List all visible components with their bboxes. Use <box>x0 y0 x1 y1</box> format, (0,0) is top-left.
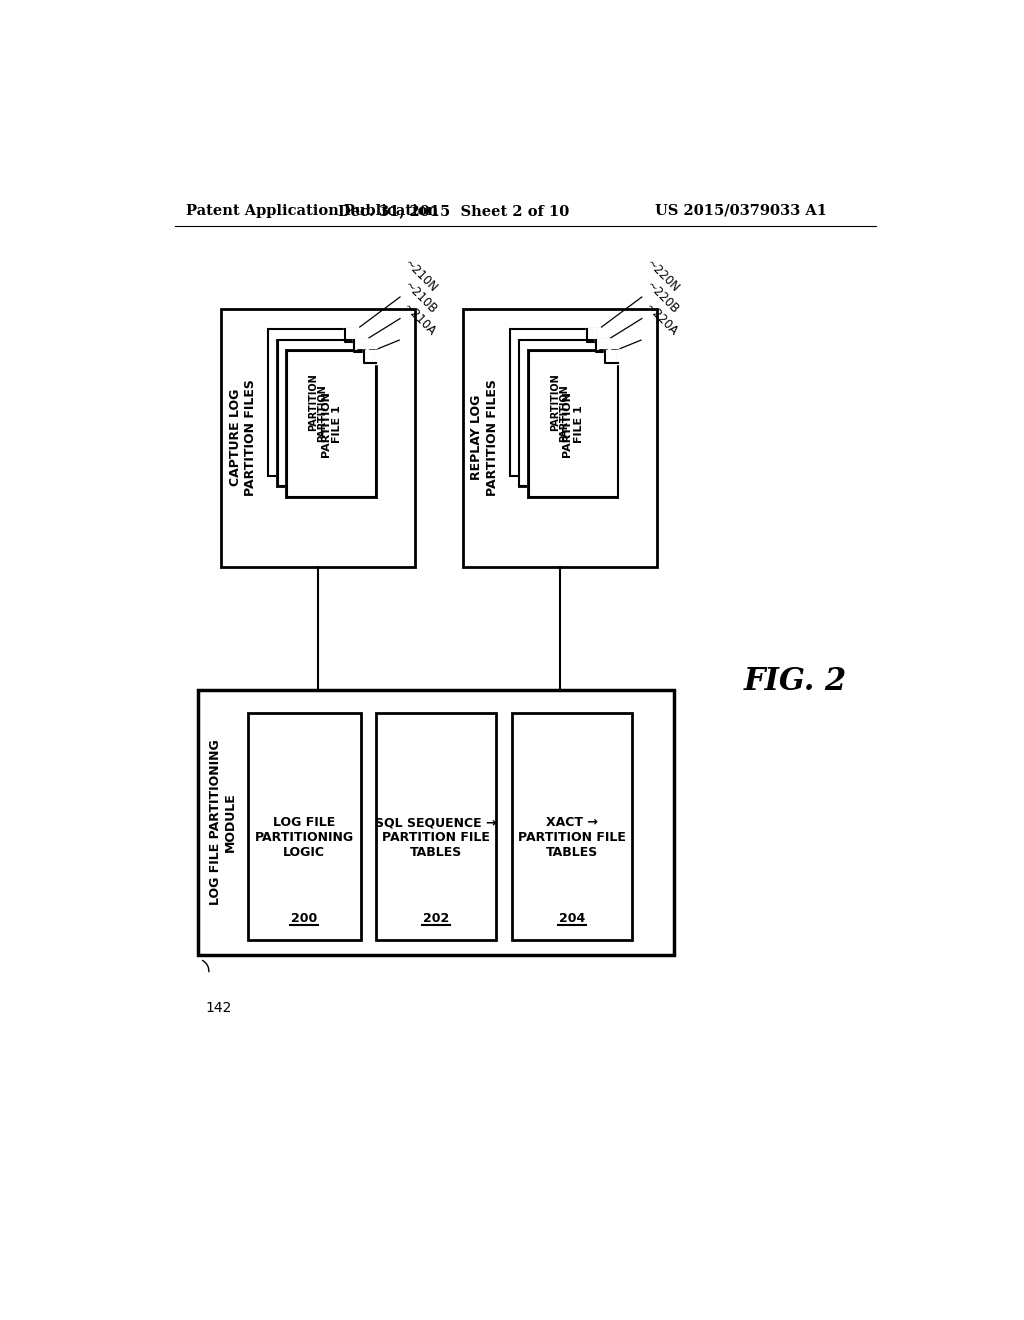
Bar <box>221 309 415 566</box>
Text: ~220N: ~220N <box>643 257 682 296</box>
Polygon shape <box>605 351 617 363</box>
Text: PARTITION: PARTITION <box>308 374 317 432</box>
Text: LOG FILE
PARTITIONING
LOGIC: LOG FILE PARTITIONING LOGIC <box>255 817 354 859</box>
Text: 200: 200 <box>291 912 317 925</box>
Polygon shape <box>596 341 608 352</box>
Bar <box>266 327 359 478</box>
Polygon shape <box>364 351 376 363</box>
Text: 202: 202 <box>423 912 450 925</box>
Bar <box>518 339 610 488</box>
Text: Dec. 31, 2015  Sheet 2 of 10: Dec. 31, 2015 Sheet 2 of 10 <box>338 203 569 218</box>
Text: ~210A: ~210A <box>400 301 438 339</box>
Bar <box>276 339 369 488</box>
Bar <box>287 351 376 498</box>
Polygon shape <box>345 330 357 342</box>
Text: CAPTURE LOG
PARTITION FILES: CAPTURE LOG PARTITION FILES <box>228 379 257 496</box>
Bar <box>376 713 496 940</box>
Text: REPLAY LOG
PARTITION FILES: REPLAY LOG PARTITION FILES <box>470 379 499 496</box>
Text: 204: 204 <box>558 912 585 925</box>
Bar <box>519 341 608 487</box>
Text: PARTITION: PARTITION <box>550 374 560 432</box>
Text: PARTITION: PARTITION <box>559 384 569 442</box>
Bar <box>198 689 675 956</box>
Text: 142: 142 <box>206 1001 231 1015</box>
Polygon shape <box>587 330 599 342</box>
Bar <box>463 309 656 566</box>
Text: ~210B: ~210B <box>401 280 439 317</box>
Bar <box>512 713 632 940</box>
Polygon shape <box>354 341 367 352</box>
Text: ~220A: ~220A <box>643 301 680 339</box>
Text: US 2015/0379033 A1: US 2015/0379033 A1 <box>655 203 827 218</box>
Bar <box>268 330 357 475</box>
Text: PARTITION
FILE 1: PARTITION FILE 1 <box>321 391 342 457</box>
Text: LOG FILE PARTITIONING
MODULE: LOG FILE PARTITIONING MODULE <box>209 739 238 906</box>
Bar <box>528 351 617 498</box>
Bar <box>278 341 367 487</box>
Text: XACT →
PARTITION FILE
TABLES: XACT → PARTITION FILE TABLES <box>518 817 626 859</box>
Bar <box>510 330 599 475</box>
Text: FIG. 2: FIG. 2 <box>744 667 848 697</box>
Bar <box>286 350 378 499</box>
Text: ~220B: ~220B <box>643 280 681 317</box>
Bar <box>509 327 601 478</box>
Text: Patent Application Publication: Patent Application Publication <box>186 203 438 218</box>
Bar <box>527 350 620 499</box>
Text: PARTITION
FILE 1: PARTITION FILE 1 <box>562 391 584 457</box>
Text: SQL SEQUENCE →
PARTITION FILE
TABLES: SQL SEQUENCE → PARTITION FILE TABLES <box>376 817 497 859</box>
Bar <box>248 713 360 940</box>
Text: PARTITION: PARTITION <box>317 384 327 442</box>
Text: ~210N: ~210N <box>401 257 439 296</box>
